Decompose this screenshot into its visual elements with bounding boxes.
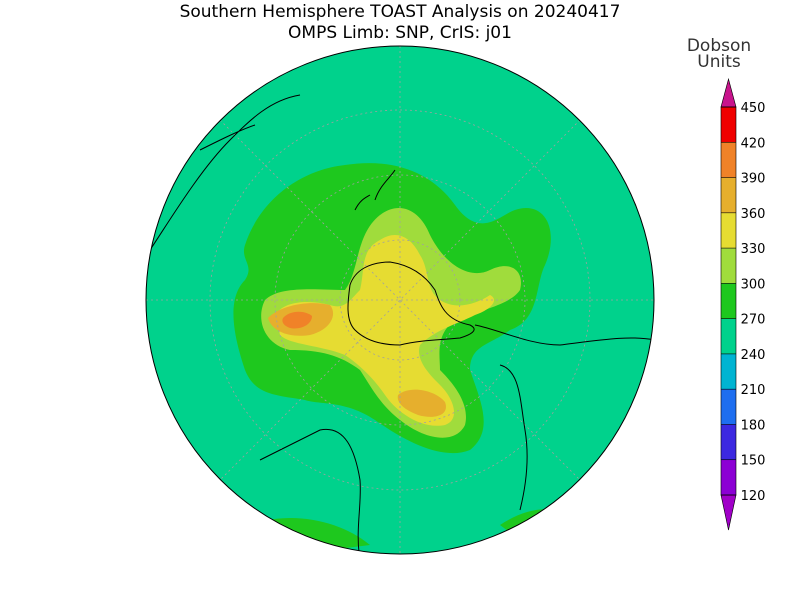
contour-390 xyxy=(282,311,312,329)
title: Southern Hemisphere TOAST Analysis on 20… xyxy=(180,2,621,22)
colorbar-unit: Dobson xyxy=(687,36,751,56)
colorbar-tick-label: 120 xyxy=(741,489,766,504)
colorbar-tick-label: 450 xyxy=(741,101,766,116)
polar-map xyxy=(145,45,655,555)
latitude-circle xyxy=(274,174,526,426)
colorbar-band xyxy=(721,459,736,495)
subtitle: OMPS Limb: SNP, CrIS: j01 xyxy=(288,23,512,43)
coastline-africa xyxy=(499,364,528,511)
colorbar: Dobson Units 120 150 180 210 240 270 300 330 360… xyxy=(687,36,766,531)
coastline-pacific-islands xyxy=(149,94,301,251)
colorbar-band xyxy=(721,424,736,460)
map-border xyxy=(145,45,655,555)
colorbar-tick-label: 360 xyxy=(741,207,766,222)
latitude-circle xyxy=(339,239,461,361)
coastline-antarctica xyxy=(347,261,475,346)
colorbar-tick-label: 330 xyxy=(741,242,766,257)
ozone-contours xyxy=(146,46,654,554)
colorbar-tick-label: 180 xyxy=(741,418,766,433)
colorbar-tick-label: 420 xyxy=(741,136,766,151)
colorbar-band xyxy=(721,248,736,284)
coastline-south-america xyxy=(474,324,654,346)
colorbar-band xyxy=(721,318,736,354)
colorbar-tick-label: 300 xyxy=(741,277,766,292)
colorbar-extend-high xyxy=(720,77,737,108)
contour-360 xyxy=(397,389,446,417)
contour-330 xyxy=(275,235,495,426)
colorbar-tick-label: 150 xyxy=(741,454,766,469)
colorbar-band xyxy=(721,389,736,425)
coastline-australia xyxy=(259,428,361,554)
colorbar-band xyxy=(721,283,736,319)
colorbar-unit: Units xyxy=(697,52,741,72)
colorbar-extend-low xyxy=(720,494,737,531)
colorbar-tick-label: 210 xyxy=(741,383,766,398)
colorbar-band xyxy=(721,177,736,213)
coastline-new-zealand xyxy=(354,169,396,211)
colorbar-tick-label: 270 xyxy=(741,313,766,328)
colorbar-tick-label: 240 xyxy=(741,348,766,363)
colorbar-tick-label: 390 xyxy=(741,172,766,187)
colorbar-band xyxy=(721,212,736,249)
colorbar-band xyxy=(721,142,736,178)
colorbar-band xyxy=(721,353,736,390)
latitude-circle xyxy=(209,109,591,491)
colorbar-band xyxy=(721,107,736,143)
